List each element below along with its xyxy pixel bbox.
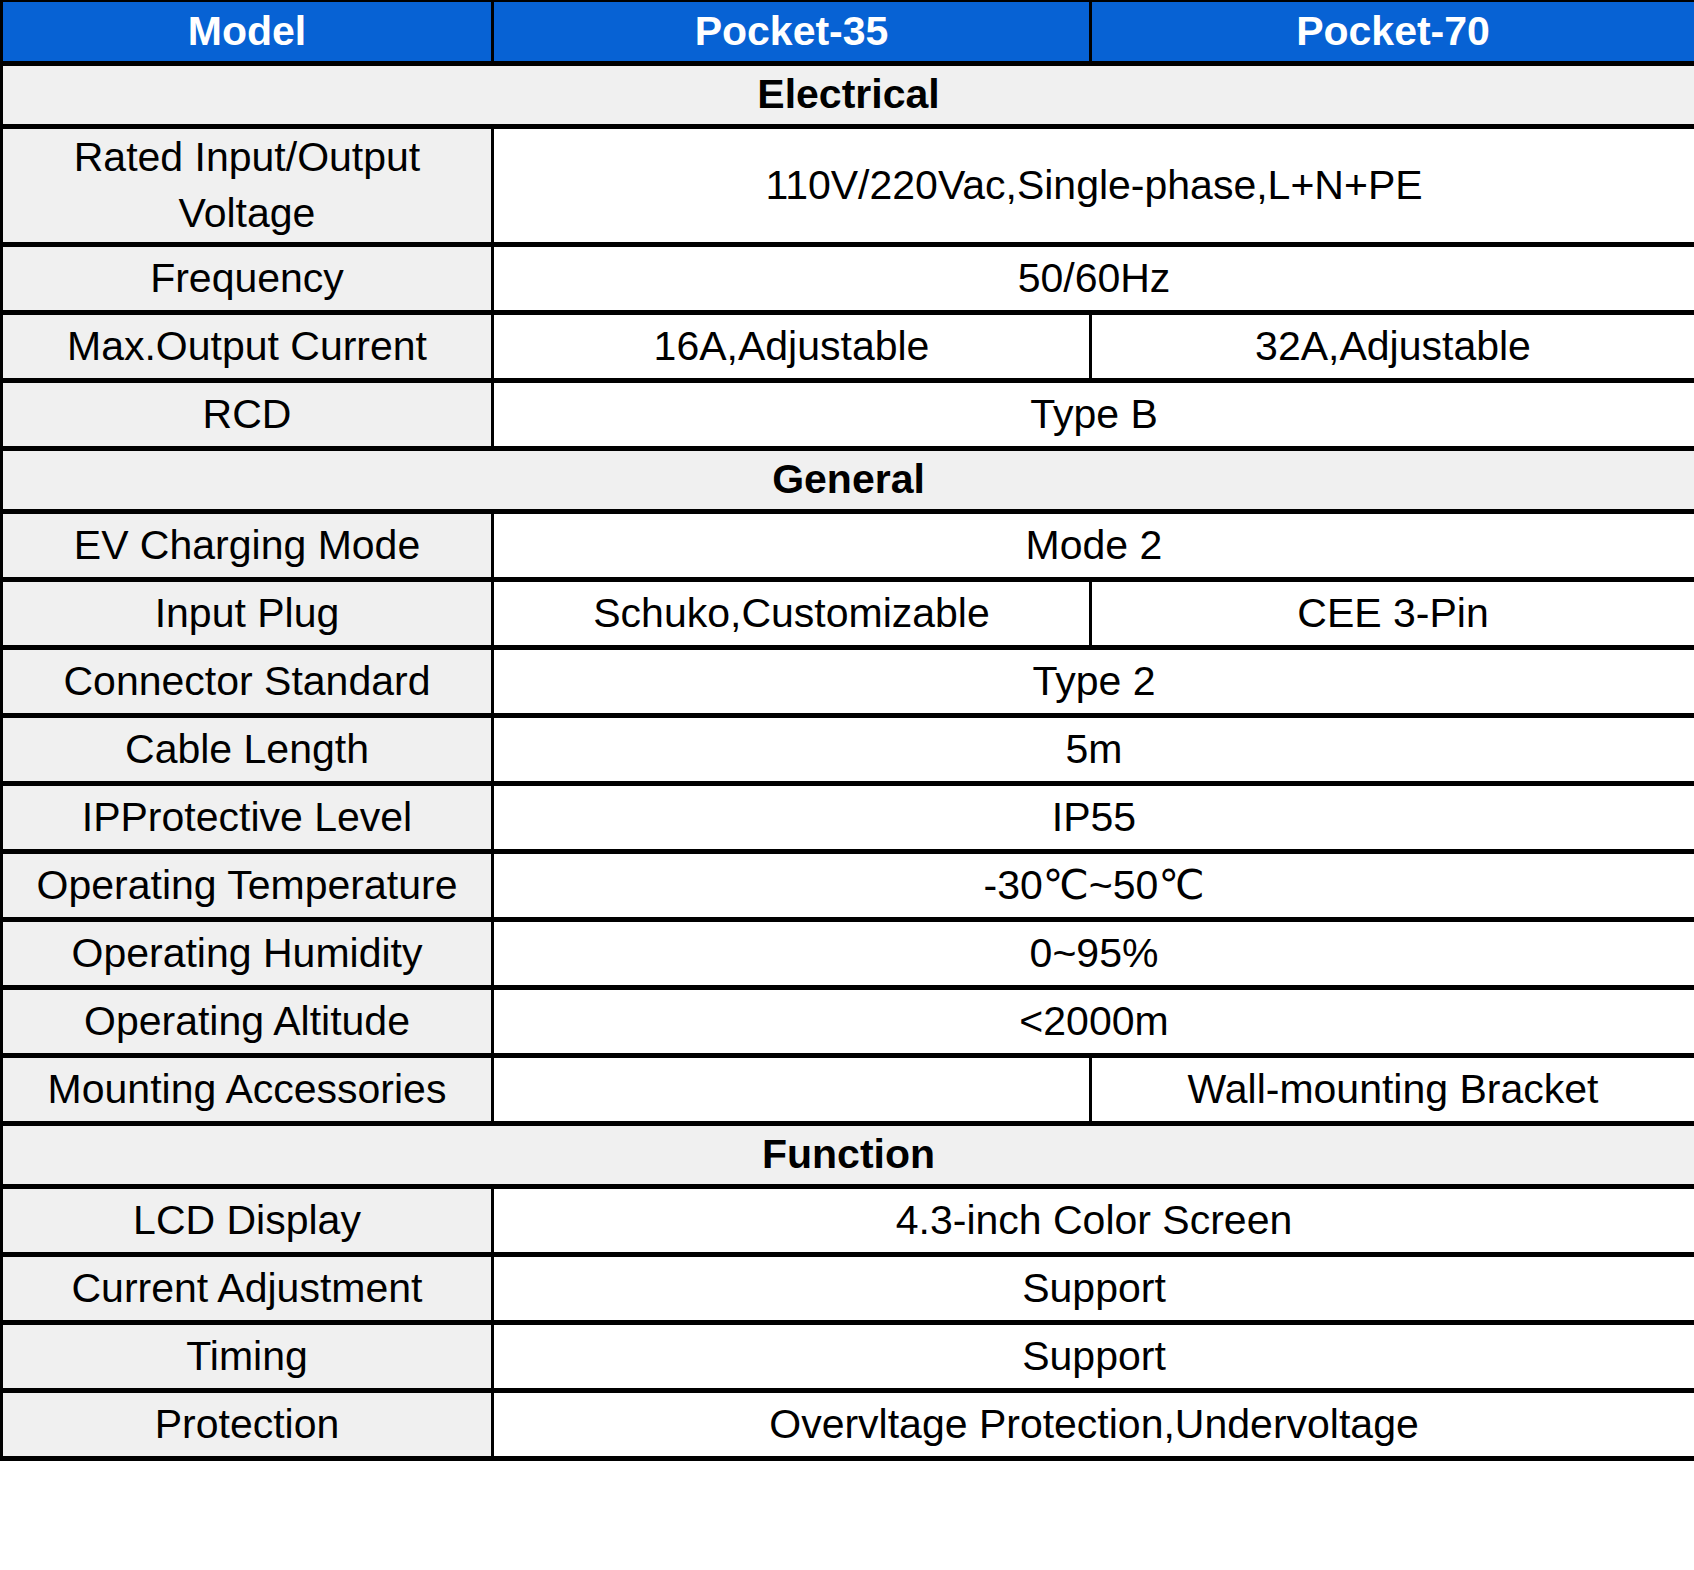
spec-row-connector-standard: Connector Standard Type 2	[2, 647, 1694, 715]
row-label: IPProtective Level	[2, 783, 493, 851]
header-cell-pocket35: Pocket-35	[493, 1, 1091, 63]
row-label: Protection	[2, 1390, 493, 1458]
spec-row-input-plug: Input Plug Schuko,Customizable CEE 3-Pin	[2, 579, 1694, 647]
row-label: Max.Output Current	[2, 312, 493, 380]
row-label: Operating Altitude	[2, 987, 493, 1055]
row-value: Type B	[493, 380, 1694, 448]
spec-row-operating-humidity: Operating Humidity 0~95%	[2, 919, 1694, 987]
row-value-pocket70: CEE 3-Pin	[1091, 579, 1694, 647]
row-label: Rated Input/Output Voltage	[2, 126, 493, 244]
spec-row-operating-altitude: Operating Altitude <2000m	[2, 987, 1694, 1055]
row-value: Support	[493, 1254, 1694, 1322]
spec-row-cable-length: Cable Length 5m	[2, 715, 1694, 783]
row-value: -30℃~50℃	[493, 851, 1694, 919]
row-label: RCD	[2, 380, 493, 448]
spec-row-timing: Timing Support	[2, 1322, 1694, 1390]
row-label: EV Charging Mode	[2, 511, 493, 579]
row-label: Current Adjustment	[2, 1254, 493, 1322]
row-label: Operating Humidity	[2, 919, 493, 987]
row-value: 50/60Hz	[493, 244, 1694, 312]
spec-row-ip-protective-level: IPProtective Level IP55	[2, 783, 1694, 851]
header-cell-model: Model	[2, 1, 493, 63]
row-value: 110V/220Vac,Single-phase,L+N+PE	[493, 126, 1694, 244]
section-row-function: Function	[2, 1123, 1694, 1186]
spec-row-rcd: RCD Type B	[2, 380, 1694, 448]
spec-row-rated-voltage: Rated Input/Output Voltage 110V/220Vac,S…	[2, 126, 1694, 244]
row-label: Frequency	[2, 244, 493, 312]
row-value-pocket70: Wall-mounting Bracket	[1091, 1055, 1694, 1123]
spec-row-operating-temperature: Operating Temperature -30℃~50℃	[2, 851, 1694, 919]
section-title: Function	[2, 1123, 1694, 1186]
section-row-general: General	[2, 448, 1694, 511]
row-value-pocket70: 32A,Adjustable	[1091, 312, 1694, 380]
row-label: Connector Standard	[2, 647, 493, 715]
section-row-electrical: Electrical	[2, 63, 1694, 126]
header-cell-pocket70: Pocket-70	[1091, 1, 1694, 63]
row-value-pocket35	[493, 1055, 1091, 1123]
row-label: Cable Length	[2, 715, 493, 783]
row-value: IP55	[493, 783, 1694, 851]
row-label: Operating Temperature	[2, 851, 493, 919]
row-label: Input Plug	[2, 579, 493, 647]
spec-row-protection: Protection Overvltage Protection,Undervo…	[2, 1390, 1694, 1458]
table-header-row: Model Pocket-35 Pocket-70	[2, 1, 1694, 63]
spec-row-current-adjustment: Current Adjustment Support	[2, 1254, 1694, 1322]
row-label: Timing	[2, 1322, 493, 1390]
row-value-pocket35: Schuko,Customizable	[493, 579, 1091, 647]
row-value: 0~95%	[493, 919, 1694, 987]
row-value: 5m	[493, 715, 1694, 783]
row-value: <2000m	[493, 987, 1694, 1055]
row-label: LCD Display	[2, 1186, 493, 1254]
row-value: Mode 2	[493, 511, 1694, 579]
section-title: Electrical	[2, 63, 1694, 126]
row-label: Mounting Accessories	[2, 1055, 493, 1123]
row-value: Support	[493, 1322, 1694, 1390]
spec-row-lcd-display: LCD Display 4.3-inch Color Screen	[2, 1186, 1694, 1254]
row-value: Type 2	[493, 647, 1694, 715]
spec-row-mounting-accessories: Mounting Accessories Wall-mounting Brack…	[2, 1055, 1694, 1123]
row-value-pocket35: 16A,Adjustable	[493, 312, 1091, 380]
spec-row-frequency: Frequency 50/60Hz	[2, 244, 1694, 312]
section-title: General	[2, 448, 1694, 511]
row-value: Overvltage Protection,Undervoltage	[493, 1390, 1694, 1458]
spec-row-ev-charging-mode: EV Charging Mode Mode 2	[2, 511, 1694, 579]
spec-row-max-output-current: Max.Output Current 16A,Adjustable 32A,Ad…	[2, 312, 1694, 380]
row-value: 4.3-inch Color Screen	[493, 1186, 1694, 1254]
spec-table: Model Pocket-35 Pocket-70 Electrical Rat…	[0, 0, 1694, 1461]
